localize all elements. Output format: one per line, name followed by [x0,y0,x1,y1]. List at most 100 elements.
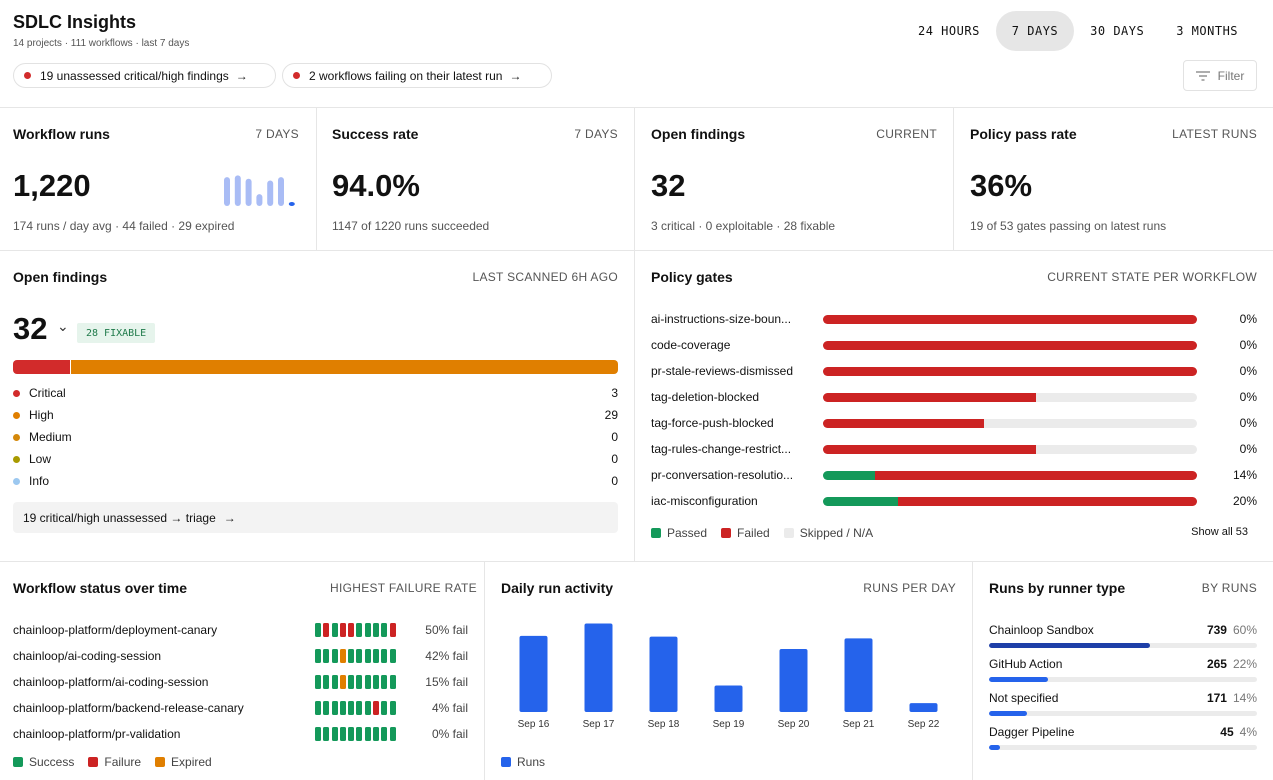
kpi-title: Workflow runs [13,126,110,142]
legend-swatch [13,757,23,767]
runner-type-header: GitHub Action 265 22% [989,656,1257,672]
policy-gate-row[interactable]: tag-rules-change-restrict... 0% [651,441,1257,457]
run-status-cell [339,623,346,637]
kpi-subtext: 1147 of 1220 runs succeeded [332,219,490,233]
run-status-cell [373,727,380,741]
page-title: SDLC Insights [13,12,137,32]
kpi-title: Open findings [651,126,746,142]
divider [972,561,973,780]
legend-swatch [721,528,732,538]
policy-gate-row[interactable]: pr-stale-reviews-dismissed 0% [651,363,1257,379]
run-status-cell [331,623,338,637]
gate-bar [823,496,1197,506]
workflow-row[interactable]: chainloop-platform/backend-release-canar… [13,700,468,716]
kpi-meta: 7 DAYS [574,127,618,141]
kpi-value: 1,220 [13,168,91,203]
findings-total: 32 [13,311,48,346]
policy-gate-row[interactable]: pr-conversation-resolutio... 14% [651,467,1257,483]
workflow-row[interactable]: chainloop/ai-coding-session 42% fail [13,648,468,664]
daily-run-bar[interactable] [909,703,938,712]
chevron-down-icon[interactable]: ⌄ [57,318,69,334]
filter-icon [1195,70,1210,81]
range-tab-3-months[interactable]: 3 MONTHS [1176,24,1239,38]
x-tick-label: Sep 22 [908,719,940,730]
x-tick-label: Sep 17 [583,719,615,730]
workflow-row[interactable]: chainloop-platform/ai-coding-session 15% … [13,674,468,690]
gate-failed-segment [823,418,984,428]
run-status-cell [381,727,388,741]
kpi-title: Success rate [332,126,419,142]
x-tick-label: Sep 18 [648,719,680,730]
runner-type-row: Chainloop Sandbox 739 60% [989,622,1257,648]
range-tab-30-days[interactable]: 30 DAYS [1090,24,1145,38]
panel-title: Daily run activity [501,580,614,596]
run-status-cell [315,623,321,637]
daily-run-bar[interactable] [584,623,613,712]
runner-type-header: Chainloop Sandbox 739 60% [989,622,1257,638]
workflow-name: chainloop/ai-coding-session [13,649,162,663]
policy-gate-row[interactable]: iac-misconfiguration 20% [651,493,1257,509]
range-tab-24-hours[interactable]: 24 HOURS [918,24,980,38]
run-status-cell [348,649,355,663]
divider [484,561,485,780]
workflow-row[interactable]: chainloop-platform/pr-validation 0% fail [13,726,468,742]
policy-gate-row[interactable]: ai-instructions-size-boun... 0% [651,311,1257,327]
run-status-cell [356,727,363,741]
legend-label: Expired [171,755,212,769]
gate-name: tag-deletion-blocked [651,390,760,404]
run-status-cell [389,727,396,741]
daily-run-bar[interactable] [714,685,743,712]
kpi-meta: CURRENT [876,127,937,141]
run-status-cell [323,623,330,637]
run-status-cell [381,623,388,637]
workflow-row[interactable]: chainloop-platform/deployment-canary 50% … [13,622,468,638]
divider [316,107,317,250]
policy-gate-row[interactable]: tag-force-push-blocked 0% [651,415,1257,431]
legend-swatch [651,528,661,538]
runner-type-bar [989,677,1257,682]
daily-run-bar[interactable] [649,636,678,712]
arrow-right-icon: → [223,510,236,525]
runner-type-count: 171 [1206,691,1227,705]
run-status-cell [339,727,346,741]
policy-gate-row[interactable]: code-coverage 0% [651,337,1257,353]
gate-name: code-coverage [651,338,731,352]
severity-dot-icon [13,455,20,463]
kpi-title: Policy pass rate [970,126,1077,142]
daily-run-bar[interactable] [779,649,808,712]
severity-dot-icon [13,433,20,441]
panel-meta: CURRENT STATE PER WORKFLOW [1047,270,1257,284]
run-status-cell [323,701,330,715]
alert-unassessed-findings[interactable]: 19 unassessed critical/high findings → [13,63,276,88]
runner-type-bar-fill [989,711,1027,716]
run-status-cell [315,649,321,663]
gate-name: pr-conversation-resolutio... [651,468,794,482]
gate-bar [823,392,1197,402]
severity-count: 0 [611,430,618,444]
x-tick-label: Sep 20 [778,719,810,730]
daily-run-bar[interactable] [519,635,548,712]
x-tick-label: Sep 21 [843,719,875,730]
gate-bar [823,340,1197,350]
range-tab-7-days[interactable]: 7 DAYS [995,11,1075,51]
show-all-gates-link[interactable]: Show all 53 [1191,526,1248,538]
legend-skipped: Skipped / N/A [783,526,873,540]
run-history [315,727,396,741]
gate-name: iac-misconfiguration [651,494,758,508]
alert-failing-workflows[interactable]: 2 workflows failing on their latest run … [282,63,552,88]
failure-rate: 15% fail [425,675,468,689]
run-status-cell [364,675,371,689]
daily-run-bar[interactable] [844,638,873,712]
gate-failed-segment [823,366,1197,376]
kpi-subtext: 174 runs / day avg · 44 failed · 29 expi… [13,219,235,233]
run-history [315,623,396,637]
runner-type-pct: 22% [1232,657,1257,671]
triage-link[interactable]: 19 critical/high unassessed → triage → [13,502,618,533]
arrow-right-icon: → [235,68,248,83]
filter-button[interactable]: Filter [1183,60,1257,91]
divider [0,561,1273,562]
failure-rate: 42% fail [425,649,468,663]
runner-type-pct: 14% [1232,691,1257,705]
policy-gate-row[interactable]: tag-deletion-blocked 0% [651,389,1257,405]
gate-passed-segment [823,496,898,506]
